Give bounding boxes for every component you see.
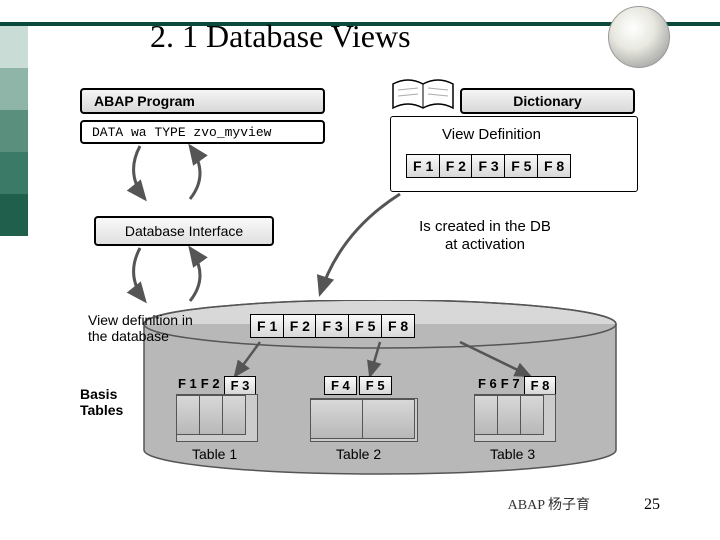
arrows-view-to-tables xyxy=(230,340,590,380)
view-field: F 2 xyxy=(283,314,317,338)
db-view-field-list: F 1 F 2 F 3 F 5 F 8 xyxy=(250,314,415,338)
footer-author: ABAP 杨子育 xyxy=(508,494,590,514)
table3-body xyxy=(474,394,556,442)
book-icon xyxy=(388,76,458,116)
dict-field: F 3 xyxy=(471,154,505,178)
table1-field-labels: F 1 F 2 F 3 xyxy=(178,376,260,395)
table2-field-labels: F 4 F 5 xyxy=(324,376,396,395)
arrow-abap-to-dbiface xyxy=(120,144,240,214)
dict-field: F 2 xyxy=(439,154,473,178)
view-field: F 1 xyxy=(250,314,284,338)
viewdef-db-line2: the database xyxy=(88,328,169,344)
table-field: F 2 xyxy=(201,376,220,395)
dictionary-field-list: F 1 F 2 F 3 F 5 F 8 xyxy=(406,154,571,178)
abap-code-line: DATA wa TYPE zvo_myview xyxy=(80,120,325,144)
page-title: 2. 1 Database Views xyxy=(150,18,411,55)
sidebar-decor xyxy=(0,26,28,236)
dict-field: F 1 xyxy=(406,154,440,178)
activation-text-line1: Is created in the DB xyxy=(385,218,585,235)
dict-field: F 5 xyxy=(504,154,538,178)
table3-field-labels: F 6 F 7 F 8 xyxy=(478,376,560,395)
table-field: F 1 xyxy=(178,376,197,395)
table3-name: Table 3 xyxy=(490,446,535,462)
table-field: F 6 xyxy=(478,376,497,395)
footer-page-number: 25 xyxy=(644,496,660,514)
table1-name: Table 1 xyxy=(192,446,237,462)
viewdef-db-line1: View definition in xyxy=(88,312,193,328)
view-field: F 8 xyxy=(381,314,415,338)
table2-name: Table 2 xyxy=(336,446,381,462)
table-field: F 8 xyxy=(524,376,557,395)
corner-decor-image xyxy=(608,6,670,68)
table-field: F 4 xyxy=(324,376,357,395)
abap-program-header: ABAP Program xyxy=(80,88,325,114)
basis-tables-label: Basis Tables xyxy=(80,386,123,418)
table1-body xyxy=(176,394,258,442)
table-field: F 3 xyxy=(224,376,257,395)
arrow-dict-to-dbview xyxy=(300,192,410,302)
table2-body xyxy=(310,398,418,442)
table-field: F 5 xyxy=(359,376,392,395)
database-interface-box: Database Interface xyxy=(94,216,274,246)
dictionary-header: Dictionary xyxy=(460,88,635,114)
dict-field: F 8 xyxy=(537,154,571,178)
view-field: F 3 xyxy=(315,314,349,338)
table-field: F 7 xyxy=(501,376,520,395)
activation-text-line2: at activation xyxy=(385,236,585,253)
view-field: F 5 xyxy=(348,314,382,338)
